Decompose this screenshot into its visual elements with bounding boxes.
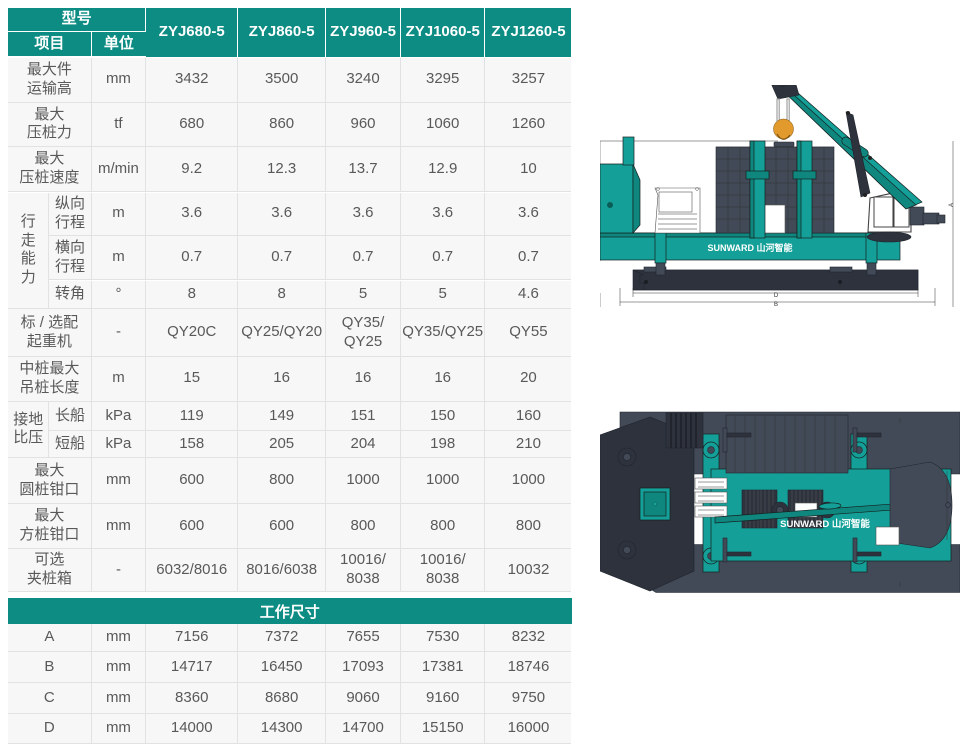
svg-text:SUNWARD 山河智能: SUNWARD 山河智能 xyxy=(708,242,793,253)
svg-text:B: B xyxy=(774,302,778,308)
svg-text:D: D xyxy=(774,293,779,299)
svg-text:A: A xyxy=(949,203,955,207)
svg-text:SUNWARD 山河智能: SUNWARD 山河智能 xyxy=(780,518,870,530)
